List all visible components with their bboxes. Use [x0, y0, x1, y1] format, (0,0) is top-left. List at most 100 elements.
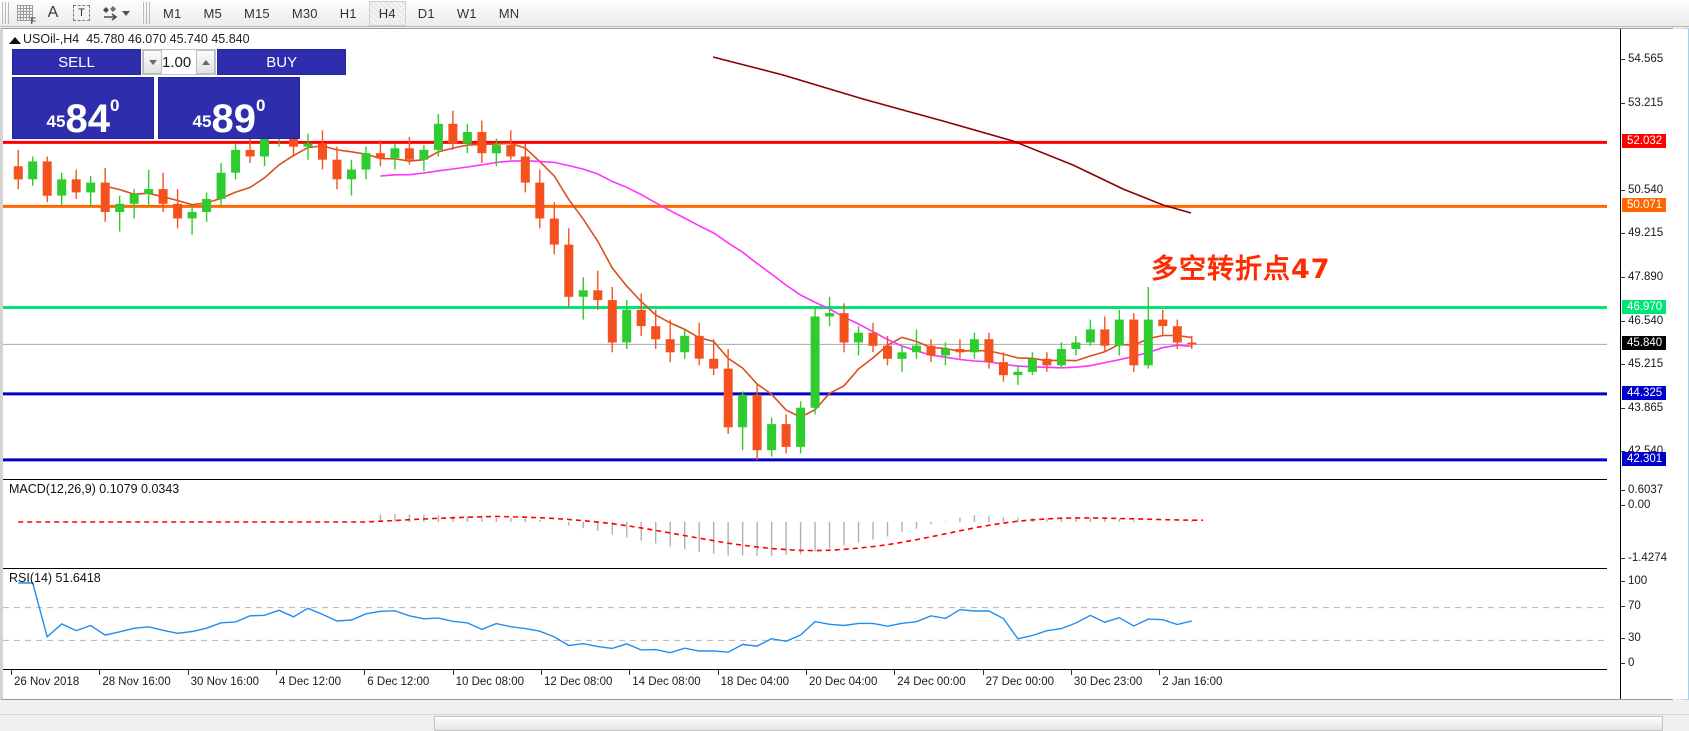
candle-body: [752, 394, 762, 451]
timeframe-m5[interactable]: M5: [203, 5, 222, 21]
candle-body: [636, 309, 646, 327]
candle-body: [607, 300, 617, 343]
timeframe-d1[interactable]: D1: [417, 5, 435, 21]
candle-body: [941, 349, 950, 356]
rsi-axis-label: 30: [1621, 632, 1641, 644]
time-tick-label: 26 Nov 2018: [14, 676, 80, 688]
candle-body: [404, 148, 414, 160]
price-level-label: 42.301: [1622, 451, 1667, 466]
price-level-label: 46.970: [1622, 299, 1667, 314]
oct-top-row: SELL 1.00 BUY: [12, 49, 347, 75]
candle-body: [375, 153, 385, 159]
timeframe-m30[interactable]: M30: [291, 5, 318, 21]
buy-price-fraction: 0: [255, 96, 266, 115]
one-click-trading-panel[interactable]: SELL 1.00 BUY 45 84 0 45 89 0: [12, 49, 347, 141]
candle-body: [86, 182, 96, 193]
rsi-axis-label: 0: [1621, 657, 1634, 669]
volume-decrease-button[interactable]: [143, 50, 162, 74]
timeframe-grip[interactable]: [142, 2, 150, 24]
volume-increase-button[interactable]: [196, 50, 216, 74]
price-scale[interactable]: 54.565 53.215 50.540 49.215 47.890 46.540 45.2…: [1620, 29, 1688, 699]
symbol-label: USOil-,H4: [23, 32, 80, 46]
candle-body: [810, 316, 820, 408]
rsi-canvas: [3, 582, 1607, 654]
candle-body: [897, 352, 907, 359]
price-tick: 50.540: [1621, 184, 1663, 196]
candle-body: [1129, 319, 1139, 366]
volume-stepper[interactable]: 1.00: [142, 49, 217, 75]
sell-button[interactable]: SELL: [12, 49, 141, 75]
time-tick-label: 20 Dec 04:00: [808, 676, 878, 688]
candle-body: [969, 339, 979, 353]
chart-window[interactable]: USOil-,H4 45.780 46.070 45.740 45.840 SE…: [0, 28, 1689, 700]
candle-body: [1085, 329, 1095, 343]
sell-price-display[interactable]: 45 84 0: [12, 77, 154, 139]
price-tick: 45.215: [1621, 358, 1663, 370]
macd-axis-label: 0.6037: [1621, 484, 1663, 496]
crosshair-f-icon[interactable]: [12, 1, 38, 26]
candle-body: [28, 161, 38, 180]
sell-price-pips: 84: [65, 97, 110, 141]
time-tick-label: 12 Dec 08:00: [543, 676, 613, 688]
timeframe-h4[interactable]: H4: [368, 0, 406, 26]
candle-body: [520, 156, 530, 183]
candle-body: [709, 358, 719, 369]
price-level-label: 50.071: [1622, 198, 1667, 213]
candle-body: [390, 148, 400, 159]
timeframe-h1[interactable]: H1: [339, 5, 357, 21]
candle-body: [665, 339, 675, 353]
timeframe-m1[interactable]: M1: [163, 5, 182, 21]
candle-body: [1013, 371, 1023, 376]
buy-price-display[interactable]: 45 89 0: [158, 77, 300, 139]
candle-body: [723, 368, 733, 428]
candle-body: [1027, 358, 1037, 372]
time-tick-mark: [99, 670, 101, 675]
time-tick-label: 30 Nov 16:00: [190, 676, 260, 688]
text-label-icon[interactable]: A: [47, 4, 59, 21]
toolbar-grip[interactable]: [1, 2, 9, 24]
macd-signal-line: [18, 515, 1203, 552]
candle-body: [825, 313, 835, 317]
candle-body: [231, 149, 241, 173]
macd-axis-label: -1.4274: [1621, 552, 1667, 564]
candle-body: [71, 179, 81, 193]
timeframe-m15[interactable]: M15: [243, 5, 270, 21]
time-tick-mark: [11, 670, 12, 675]
candle-body: [491, 145, 501, 154]
chevron-down-icon[interactable]: [122, 10, 130, 16]
price-tick: 54.565: [1621, 53, 1663, 65]
candle-body: [535, 182, 545, 219]
candle-body: [129, 194, 139, 204]
caret-down-icon: [148, 59, 157, 65]
rsi-pane[interactable]: RSI(14) 51.6418: [3, 568, 1607, 668]
timeframe-w1[interactable]: W1: [456, 5, 477, 21]
candle-body: [1100, 329, 1110, 346]
horizontal-scrollbar[interactable]: [0, 714, 1689, 731]
candle-body: [955, 349, 965, 353]
candle-body: [216, 172, 226, 199]
time-tick-mark: [452, 670, 454, 675]
time-tick-mark: [982, 670, 984, 675]
candle-body: [564, 244, 574, 297]
price-pane-canvas[interactable]: [3, 29, 1607, 477]
horizontal-scroll-thumb[interactable]: [434, 716, 1663, 731]
volume-input[interactable]: 1.00: [162, 50, 197, 74]
candle-body: [680, 335, 690, 353]
candle-body: [868, 332, 878, 346]
timeframe-mn[interactable]: MN: [498, 5, 520, 21]
rsi-line: [18, 582, 1192, 654]
objects-icon[interactable]: [97, 1, 135, 25]
candle-body: [42, 161, 52, 196]
time-tick-mark: [275, 670, 277, 675]
macd-pane[interactable]: MACD(12,26,9) 0.1079 0.0343: [3, 479, 1607, 567]
candle-body: [260, 136, 269, 157]
buy-button[interactable]: BUY: [217, 49, 347, 75]
caret-up-icon: [201, 59, 210, 65]
text-box-icon[interactable]: T: [68, 1, 95, 25]
time-tick-label: 24 Dec 00:00: [897, 676, 966, 688]
candle-body: [303, 143, 313, 147]
buy-price-pips: 89: [211, 97, 256, 141]
candle-body: [202, 198, 212, 212]
candle-body: [912, 345, 921, 353]
